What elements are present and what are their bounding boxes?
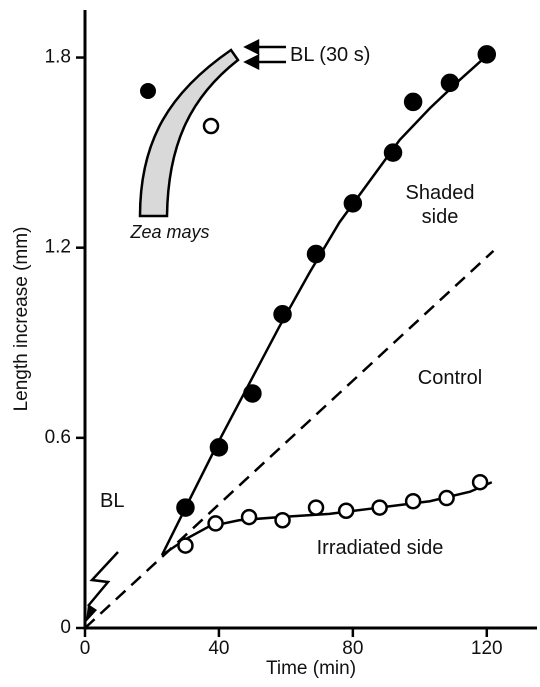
- y-tick-label: 1.8: [45, 47, 71, 68]
- annotation: BL: [100, 490, 125, 512]
- series-label: Shaded side: [405, 182, 475, 228]
- annotation: BL (30 s): [290, 44, 371, 66]
- y-tick-label: 0: [60, 617, 71, 638]
- data-point: [440, 73, 460, 93]
- data-point: [477, 45, 497, 64]
- data-point: [337, 502, 355, 519]
- y-tick-label: 0.6: [45, 427, 71, 448]
- coleoptile: [138, 48, 240, 218]
- light-arrows: [243, 38, 286, 71]
- data-point: [438, 489, 455, 507]
- data-point: [240, 508, 258, 526]
- data-point: [471, 473, 489, 491]
- x-axis-label: Time (min): [266, 658, 356, 679]
- y-tick-label: 1.2: [45, 237, 71, 258]
- series-label: Control: [417, 367, 483, 389]
- series-label: Irradiated side: [316, 537, 444, 559]
- data-point: [307, 499, 325, 516]
- data-point: [403, 92, 423, 112]
- data-point: [343, 194, 363, 213]
- lightning-tip: [86, 604, 97, 622]
- data-point: [274, 511, 291, 529]
- data-point: [273, 304, 292, 324]
- data-point: [306, 244, 326, 264]
- lightning: [87, 551, 119, 607]
- data-point: [383, 143, 403, 162]
- x-tick-label: 120: [471, 638, 503, 659]
- inset-dot: [202, 117, 220, 135]
- fit-line: [84, 249, 495, 629]
- y-axis-label: Length increase (mm): [11, 227, 32, 412]
- annotation: Zea mays: [130, 222, 210, 242]
- x-tick-label: 40: [208, 638, 229, 659]
- x-tick-label: 0: [80, 638, 91, 659]
- data-point: [243, 384, 262, 403]
- data-point: [209, 438, 229, 457]
- inset-drawing: [86, 38, 286, 622]
- x-tick-label: 80: [342, 638, 363, 659]
- inset-dot: [140, 83, 156, 99]
- data-point: [176, 498, 195, 517]
- data-point: [371, 499, 388, 516]
- data-point: [177, 537, 194, 554]
- data-point: [207, 515, 224, 532]
- data-point: [404, 492, 422, 510]
